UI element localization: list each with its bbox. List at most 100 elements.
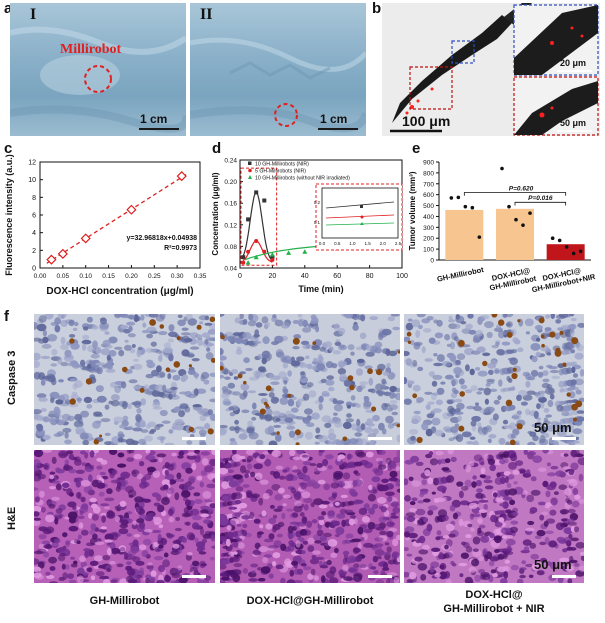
cell-nucleus xyxy=(56,431,65,436)
tissue-he-2 xyxy=(220,450,400,583)
caspase-stain xyxy=(196,324,202,330)
cell-nucleus xyxy=(391,411,399,416)
cell-nucleus xyxy=(453,367,463,375)
cell-nucleus xyxy=(45,514,55,523)
data-point-e xyxy=(564,245,569,249)
cell-nucleus xyxy=(209,372,215,377)
cell-nucleus xyxy=(385,491,395,497)
cell-nucleus xyxy=(317,356,324,364)
cell-nucleus xyxy=(310,568,316,576)
cell-nucleus xyxy=(488,560,495,567)
cell-nucleus xyxy=(253,463,263,470)
cell-nucleus xyxy=(250,493,260,499)
micrograph-b-svg xyxy=(382,3,600,136)
cell-nucleus xyxy=(408,476,414,481)
cell-nucleus xyxy=(125,438,135,445)
cell-nucleus xyxy=(332,350,341,355)
cell-nucleus xyxy=(506,375,511,382)
x-tick-label-d: 80 xyxy=(366,273,374,280)
cell-nucleus xyxy=(139,482,148,489)
cell-nucleus xyxy=(44,544,53,550)
cell-nucleus xyxy=(268,573,274,579)
cell-nucleus xyxy=(469,436,476,440)
cell-nucleus xyxy=(563,453,569,457)
cell-nucleus xyxy=(161,420,171,424)
cell-nucleus xyxy=(134,496,144,503)
cell-nucleus xyxy=(405,536,410,541)
cell-nucleus xyxy=(291,407,299,413)
cell-nucleus xyxy=(95,571,105,577)
cell-nucleus xyxy=(575,542,584,549)
cell-nucleus xyxy=(328,428,335,436)
cell-nucleus xyxy=(533,410,539,419)
cell-nucleus xyxy=(151,529,162,534)
cell-nucleus xyxy=(211,545,215,549)
cell-nucleus xyxy=(183,482,189,490)
cell-nucleus xyxy=(204,423,211,430)
cell-nucleus xyxy=(74,380,83,388)
panel-a-sub-I: I xyxy=(30,6,37,23)
cell-nucleus xyxy=(347,500,355,506)
cell-nucleus xyxy=(150,341,157,347)
cell-nucleus xyxy=(64,439,72,445)
cell-nucleus xyxy=(203,499,213,503)
cell-nucleus xyxy=(251,570,256,574)
cell-nucleus xyxy=(200,509,209,514)
cell-nucleus xyxy=(421,422,429,431)
cell-nucleus xyxy=(34,558,40,565)
cell-nucleus xyxy=(282,362,288,369)
y-tick-label-c: 0 xyxy=(32,266,36,273)
cell-nucleus xyxy=(530,553,539,560)
cell-nucleus xyxy=(360,536,365,542)
cell-nucleus xyxy=(159,409,168,417)
cell-nucleus xyxy=(382,371,390,376)
cell-nucleus xyxy=(109,542,116,550)
inset-x-tick-d: 1.5 xyxy=(364,241,371,246)
cell-nucleus xyxy=(81,529,89,536)
scale-label-I: 1 cm xyxy=(140,112,168,126)
cell-nucleus xyxy=(92,340,98,349)
cell-nucleus xyxy=(269,470,276,476)
y-tick-label-e: 800 xyxy=(423,170,434,177)
cell-nucleus xyxy=(253,333,259,339)
cell-nucleus xyxy=(195,426,205,430)
cell-nucleus xyxy=(534,535,542,539)
caspase-stain xyxy=(173,361,181,368)
cell-nucleus xyxy=(115,516,120,522)
cell-nucleus xyxy=(231,569,242,575)
caspase-stain xyxy=(491,314,498,318)
caspase-stain xyxy=(347,375,354,381)
cell-nucleus xyxy=(246,463,253,470)
cell-nucleus xyxy=(503,571,509,579)
cell-nucleus xyxy=(108,336,118,344)
cell-nucleus xyxy=(90,575,96,581)
y-tick-label-c: 2 xyxy=(32,248,36,255)
data-point-c xyxy=(46,254,57,265)
cell-nucleus xyxy=(166,533,174,539)
cell-nucleus xyxy=(465,323,473,330)
cell-nucleus xyxy=(477,518,483,524)
cell-nucleus xyxy=(212,478,215,483)
cell-nucleus xyxy=(196,578,204,583)
cell-nucleus xyxy=(434,573,441,578)
cell-nucleus xyxy=(569,547,577,551)
cell-nucleus xyxy=(499,503,506,507)
cell-nucleus xyxy=(318,504,328,509)
cell-nucleus xyxy=(406,553,413,557)
cell-nucleus xyxy=(100,503,110,507)
cell-nucleus xyxy=(186,532,195,541)
cell-nucleus xyxy=(164,469,169,476)
cell-nucleus xyxy=(542,370,549,376)
cell-nucleus xyxy=(465,364,470,372)
cell-nucleus xyxy=(416,397,424,403)
cell-nucleus xyxy=(146,326,157,333)
cell-nucleus xyxy=(148,364,153,369)
bar-e xyxy=(445,209,484,260)
cell-nucleus xyxy=(100,512,108,517)
cell-nucleus xyxy=(278,475,286,480)
cell-nucleus xyxy=(103,578,111,583)
cell-nucleus xyxy=(197,410,206,414)
cell-nucleus xyxy=(322,458,329,467)
cell-nucleus xyxy=(539,426,547,434)
cell-nucleus xyxy=(477,387,485,391)
